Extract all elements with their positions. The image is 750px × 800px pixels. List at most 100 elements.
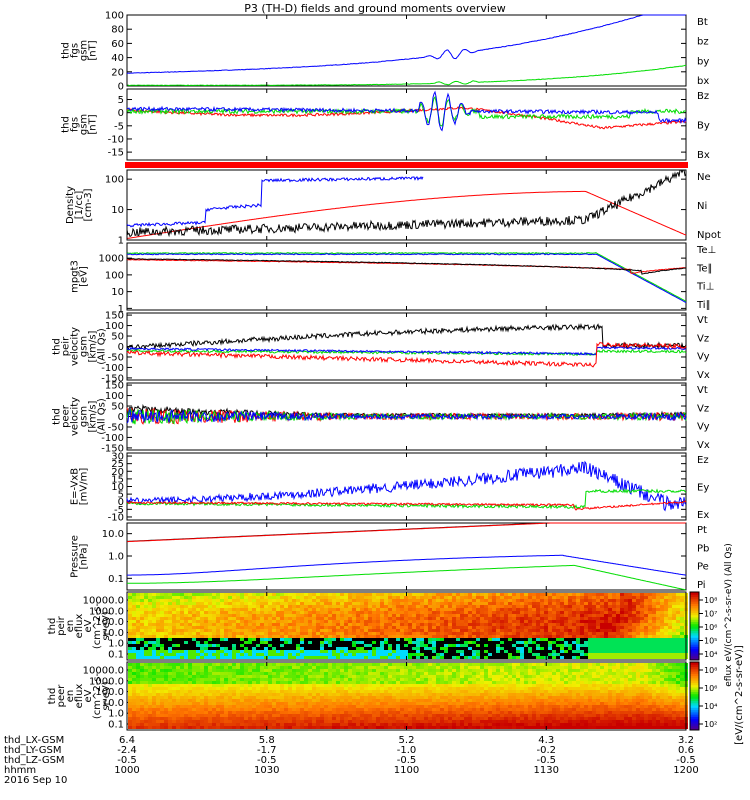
spectrogram-cell: [508, 653, 512, 656]
spectrogram-cell: [248, 635, 252, 638]
spectrogram-cell: [292, 614, 296, 617]
spectrogram-cell: [248, 669, 252, 672]
spectrogram-cell: [372, 726, 376, 729]
spectrogram-cell: [584, 599, 588, 602]
spectrogram-cell: [444, 623, 448, 626]
spectrogram-cell: [252, 711, 256, 714]
spectrogram-cell: [136, 653, 140, 656]
spectrogram-cell: [364, 656, 368, 659]
spectrogram-cell: [444, 602, 448, 605]
spectrogram-cell: [388, 629, 392, 632]
spectrogram-cell: [272, 644, 276, 647]
spectrogram-cell: [164, 647, 168, 650]
spectrogram-cell: [660, 656, 664, 659]
spectrogram-cell: [524, 653, 528, 656]
spectrogram-cell: [200, 626, 204, 629]
spectrogram-cell: [244, 699, 248, 702]
spectrogram-cell: [136, 632, 140, 635]
spectrogram-cell: [568, 608, 572, 611]
spectrogram-cell: [372, 669, 376, 672]
spectrogram-cell: [372, 650, 376, 653]
spectrogram-cell: [156, 647, 160, 650]
spectrogram-cell: [432, 635, 436, 638]
spectrogram-cell: [628, 623, 632, 626]
spectrogram-cell: [388, 693, 392, 696]
spectrogram-cell: [620, 644, 624, 647]
spectrogram-cell: [520, 647, 524, 650]
spectrogram-cell: [256, 675, 260, 678]
spectrogram-cell: [212, 726, 216, 729]
spectrogram-cell: [300, 696, 304, 699]
spectrogram-cell: [420, 608, 424, 611]
spectrogram-cell: [452, 626, 456, 629]
spectrogram-cell: [392, 653, 396, 656]
y-axis-label: sr-eV): [101, 681, 112, 710]
spectrogram-cell: [436, 653, 440, 656]
spectrogram-cell: [344, 593, 348, 596]
spectrogram-cell: [472, 626, 476, 629]
spectrogram-cell: [256, 702, 260, 705]
spectrogram-cell: [512, 593, 516, 596]
spectrogram-cell: [400, 675, 404, 678]
spectrogram-cell: [428, 653, 432, 656]
y-tick-label: 100: [105, 11, 124, 22]
spectrogram-cell: [128, 702, 132, 705]
spectrogram-cell: [676, 650, 680, 653]
spectrogram-cell: [268, 705, 272, 708]
spectrogram-cell: [368, 666, 372, 669]
spectrogram-cell: [188, 672, 192, 675]
spectrogram-cell: [172, 632, 176, 635]
spectrogram-cell: [264, 647, 268, 650]
spectrogram-cell: [672, 644, 676, 647]
spectrogram-cell: [320, 602, 324, 605]
spectrogram-cell: [416, 623, 420, 626]
spectrogram-cell: [628, 656, 632, 659]
spectrogram-cell: [504, 617, 508, 620]
spectrogram-cell: [264, 669, 268, 672]
spectrogram-cell: [244, 614, 248, 617]
spectrogram-cell: [212, 663, 216, 666]
spectrogram-cell: [376, 687, 380, 690]
spectrogram-cell: [308, 726, 312, 729]
spectrogram-cell: [672, 605, 676, 608]
spectrogram-cell: [604, 638, 608, 641]
spectrogram-cell: [128, 711, 132, 714]
spectrogram-cell: [424, 647, 428, 650]
spectrogram-cell: [364, 705, 368, 708]
y-axis-label: fgs: [70, 43, 81, 58]
spectrogram-cell: [196, 678, 200, 681]
spectrogram-cell: [592, 656, 596, 659]
spectrogram-cell: [672, 593, 676, 596]
spectrogram-cell: [164, 599, 168, 602]
spectrogram-cell: [392, 687, 396, 690]
spectrogram-cell: [512, 656, 516, 659]
spectrogram-cell: [228, 666, 232, 669]
spectrogram-cell: [320, 702, 324, 705]
spectrogram-cell: [364, 717, 368, 720]
spectrogram-cell: [436, 593, 440, 596]
spectrogram-cell: [300, 620, 304, 623]
spectrogram-cell: [176, 684, 180, 687]
spectrogram-cell: [292, 699, 296, 702]
spectrogram-cell: [656, 602, 660, 605]
spectrogram-cell: [332, 720, 336, 723]
spectrogram-cell: [560, 653, 564, 656]
spectrogram-cell: [468, 620, 472, 623]
spectrogram-cell: [392, 641, 396, 644]
y-axis-label: eV: [83, 619, 94, 632]
spectrogram-cell: [312, 596, 316, 599]
spectrogram-cell: [628, 635, 632, 638]
spectrogram-cell: [584, 641, 588, 644]
spectrogram-cell: [380, 711, 384, 714]
spectrogram-cell: [380, 687, 384, 690]
spectrogram-cell: [180, 650, 184, 653]
spectrogram-cell: [152, 663, 156, 666]
spectrogram-cell: [200, 708, 204, 711]
spectrogram-cell: [416, 693, 420, 696]
spectrogram-cell: [268, 726, 272, 729]
spectrogram-cell: [144, 705, 148, 708]
spectrogram-cell: [496, 593, 500, 596]
spectrogram-cell: [264, 626, 268, 629]
spectrogram-cell: [232, 626, 236, 629]
spectrogram-cell: [252, 675, 256, 678]
